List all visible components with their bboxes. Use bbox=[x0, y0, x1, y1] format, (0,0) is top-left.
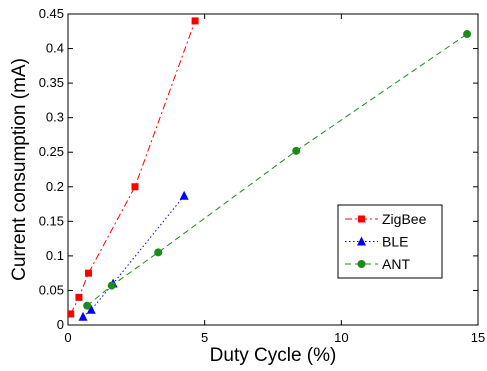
y-tick-label: 0.35 bbox=[39, 75, 64, 90]
y-tick-label: 0.3 bbox=[46, 110, 64, 125]
y-axis-label: Current consumption (mA) bbox=[9, 58, 30, 281]
data-point-zigbee bbox=[191, 17, 199, 25]
series-line-ant bbox=[86, 33, 468, 307]
x-tick-label: 5 bbox=[201, 330, 208, 345]
y-tick-label: 0.4 bbox=[46, 41, 64, 56]
y-tick-label: 0.15 bbox=[39, 213, 64, 228]
legend-box bbox=[337, 204, 443, 279]
data-point-ant bbox=[463, 30, 472, 39]
data-point-ble bbox=[86, 304, 96, 314]
tick-layer: 0 5 10 15 0 0.05 0.1 0.15 0.2 0.25 0.3 0.35 0.4 0.45 bbox=[39, 6, 486, 345]
x-tick-label: 10 bbox=[334, 330, 348, 345]
data-point-zigbee bbox=[85, 269, 92, 277]
series-line-zigbee bbox=[70, 20, 196, 315]
series-ant bbox=[83, 30, 472, 310]
legend-marker-zigbee bbox=[358, 215, 365, 223]
legend-label-ant: ANT bbox=[382, 256, 410, 272]
y-tick-label: 0 bbox=[57, 317, 64, 332]
series-layer bbox=[67, 17, 472, 321]
x-tick-label: 15 bbox=[471, 330, 485, 345]
legend-entry-ble: BLE bbox=[345, 234, 408, 250]
legend-label-zigbee: ZigBee bbox=[382, 211, 427, 227]
x-axis-label: Duty Cycle (%) bbox=[210, 345, 337, 366]
data-point-ant bbox=[292, 146, 301, 155]
data-point-ant bbox=[154, 248, 163, 257]
legend: ZigBee BLE ANT bbox=[337, 204, 443, 279]
data-point-zigbee bbox=[75, 293, 83, 301]
data-point-ant bbox=[83, 301, 92, 310]
y-tick-label: 0.2 bbox=[46, 179, 64, 194]
data-point-zigbee bbox=[67, 310, 75, 318]
y-tick-label: 0.1 bbox=[46, 248, 64, 263]
legend-entry-ant: ANT bbox=[345, 256, 410, 272]
series-zigbee bbox=[67, 17, 199, 318]
y-tick-label: 0.25 bbox=[39, 144, 64, 159]
y-tick-label: 0.45 bbox=[39, 6, 64, 21]
legend-label-ble: BLE bbox=[382, 234, 408, 250]
data-point-ble bbox=[179, 190, 189, 200]
data-point-ble bbox=[78, 311, 88, 321]
y-tick-label: 0.05 bbox=[39, 282, 64, 297]
legend-entry-zigbee: ZigBee bbox=[345, 211, 427, 227]
x-tick-label: 0 bbox=[64, 330, 71, 345]
data-point-zigbee bbox=[131, 183, 139, 191]
legend-marker-ble bbox=[357, 236, 366, 246]
legend-marker-ant bbox=[357, 260, 366, 268]
data-point-ant bbox=[107, 281, 116, 290]
